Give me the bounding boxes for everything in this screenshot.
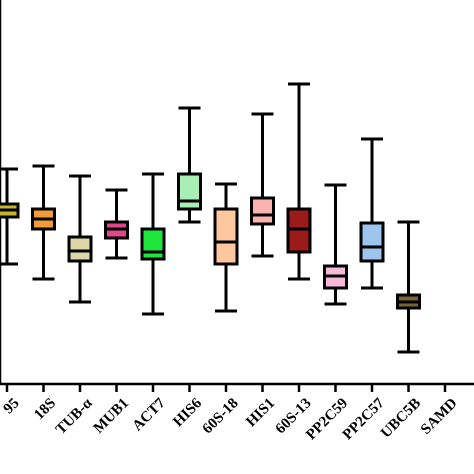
axes (0, 0, 474, 386)
x-tick-label-95: 95 (1, 395, 23, 417)
box-his1 (250, 112, 275, 258)
iqr-box-his1 (250, 196, 275, 226)
box-60s-13 (286, 82, 312, 281)
x-tick-label-mub1: MUB1 (91, 395, 132, 436)
iqr-box-60s-18 (213, 207, 239, 266)
box-ubc5b (396, 220, 421, 354)
box-act7 (140, 172, 166, 316)
iqr-box-tub (67, 235, 93, 263)
x-tick-label-pp2c57: PP2C57 (340, 395, 388, 443)
iqr-box-pp2c57 (359, 221, 385, 263)
x-tick-label-ubc5b: UBC5B (378, 395, 424, 441)
box-60s-18 (213, 182, 239, 313)
box-95 (0, 167, 20, 266)
box-mub1 (104, 188, 129, 260)
x-tick-label-tub: TUB-α (53, 395, 96, 438)
x-tick-label-60s-18: 60S-18 (200, 395, 242, 437)
iqr-box-his6 (177, 172, 202, 211)
box-his6 (177, 106, 202, 224)
box-pp2c57 (359, 137, 385, 290)
x-tick-label-18s: 18S (31, 395, 59, 423)
boxes-layer (0, 82, 421, 354)
box-pp2c59 (323, 183, 348, 306)
x-tick-label-samd: SAMD (418, 395, 461, 438)
box-tub (67, 174, 93, 304)
x-tick-label-act7: ACT7 (130, 395, 169, 434)
box-18s (31, 164, 56, 281)
iqr-box-act7 (140, 227, 166, 261)
